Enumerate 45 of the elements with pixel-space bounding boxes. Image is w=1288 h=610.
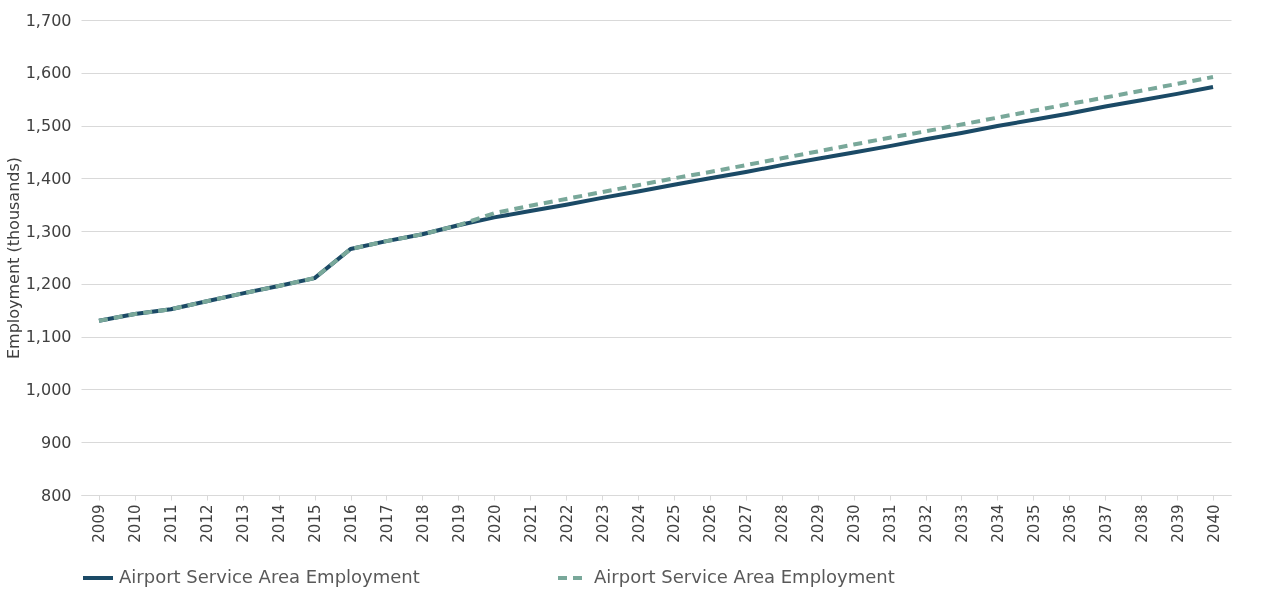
y-tick-label: 800 (40, 485, 72, 505)
x-tick-label: 2039 (1168, 504, 1187, 543)
x-tick-label: 2018 (413, 504, 432, 543)
x-tick-label: 2019 (449, 504, 468, 543)
y-tick-label: 1,400 (25, 168, 72, 188)
y-tick-label: 1,000 (25, 379, 72, 399)
x-tick-label: 2030 (845, 504, 864, 543)
x-tick-label: 2023 (593, 504, 612, 543)
x-tick-label: 2034 (988, 504, 1007, 543)
x-tick-label: 2025 (665, 504, 684, 543)
x-tick-label: 2014 (270, 504, 289, 543)
y-tick-label: 900 (40, 432, 72, 452)
x-tick-label: 2017 (377, 504, 396, 543)
x-tick-label: 2011 (162, 504, 181, 543)
legend-label: Airport Service Area Employment (119, 566, 420, 587)
x-tick-label: 2027 (737, 504, 756, 543)
y-tick-label: 1,100 (25, 327, 72, 347)
x-tick-label: 2032 (917, 504, 936, 543)
x-tick-label: 2013 (234, 504, 253, 543)
x-tick-label: 2009 (90, 504, 109, 543)
x-tick-label: 2020 (485, 504, 504, 543)
x-tick-label: 2021 (521, 504, 540, 543)
x-tick-label: 2038 (1132, 504, 1151, 543)
x-tick-label: 2031 (881, 504, 900, 543)
x-tick-label: 2015 (306, 504, 325, 543)
x-tick-label: 2037 (1096, 504, 1115, 543)
x-tick-label: 2040 (1204, 504, 1223, 543)
y-tick-label: 1,300 (25, 221, 72, 241)
legend-label: Airport Service Area Employment (594, 566, 895, 587)
x-tick-label: 2022 (557, 504, 576, 543)
y-tick-label: 1,200 (25, 274, 72, 294)
x-tick-label: 2010 (126, 504, 145, 543)
x-tick-label: 2035 (1024, 504, 1043, 543)
x-tick-label: 2024 (629, 504, 648, 543)
y-tick-label: 1,600 (25, 63, 72, 83)
y-axis-title: Employment (thousands) (3, 156, 23, 360)
x-tick-label: 2036 (1060, 504, 1079, 543)
y-tick-label: 1,700 (25, 10, 72, 30)
x-tick-label: 2033 (952, 504, 971, 543)
x-tick-label: 2029 (809, 504, 828, 543)
y-tick-label: 1,500 (25, 116, 72, 136)
x-tick-label: 2028 (773, 504, 792, 543)
x-tick-label: 2012 (198, 504, 217, 543)
x-tick-label: 2016 (342, 504, 361, 543)
x-tick-label: 2026 (701, 504, 720, 543)
